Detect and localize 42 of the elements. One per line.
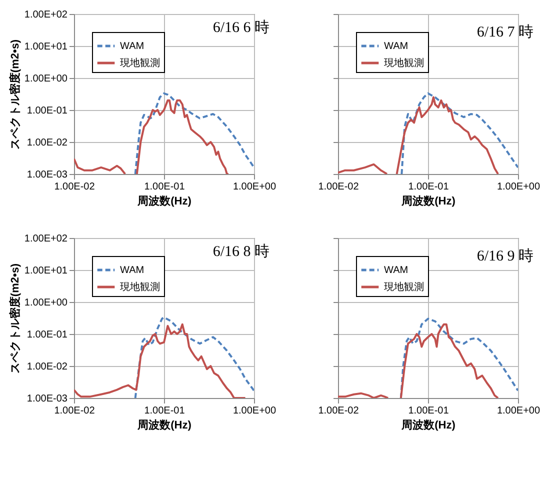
x-tick-label: 1.00E+00 <box>496 182 540 192</box>
x-tick-label: 1.00E-02 <box>318 182 360 192</box>
y-axis-title: スペクトル密度(m2•s) <box>8 39 22 150</box>
y-axis-title: スペクトル密度(m2•s) <box>8 263 22 374</box>
x-tick-label: 1.00E-01 <box>144 406 186 416</box>
y-tick-label: 1.00E-01 <box>26 106 68 116</box>
x-tick-label: 1.00E-02 <box>54 182 96 192</box>
chart-title: 6/16 6 時 <box>212 19 270 36</box>
text: 6/16 7 時 <box>476 24 534 40</box>
y-tick-label: 1.00E+00 <box>24 298 68 308</box>
legend-label: WAM <box>384 265 408 276</box>
legend-label: 現地観測 <box>120 281 160 293</box>
x-tick-label: 1.00E-01 <box>408 406 450 416</box>
legend-label: 現地観測 <box>120 57 160 69</box>
chart-title: 6/16 8 時 <box>212 243 270 260</box>
legend-label: WAM <box>384 41 408 52</box>
y-tick-label: 1.00E+02 <box>24 234 68 244</box>
y-tick-label: 1.00E+01 <box>24 42 68 52</box>
y-tick-label: 1.00E-01 <box>26 330 68 340</box>
y-tick-label: 1.00E+02 <box>24 10 68 20</box>
x-axis-title: 周波数(Hz) <box>400 194 456 208</box>
x-tick-label: 1.00E-02 <box>318 406 360 416</box>
x-axis-title: 周波数(Hz) <box>136 194 192 208</box>
x-tick-label: 1.00E+00 <box>496 406 540 416</box>
y-tick-label: 1.00E+00 <box>24 74 68 84</box>
y-tick-label: 1.00E-02 <box>26 362 68 372</box>
y-tick-label: 1.00E-03 <box>26 394 68 404</box>
x-tick-label: 1.00E-01 <box>408 182 450 192</box>
x-tick-label: 1.00E-02 <box>54 406 96 416</box>
x-tick-label: 1.00E-01 <box>144 182 186 192</box>
legend-label: WAM <box>120 265 144 276</box>
x-tick-label: 1.00E+00 <box>232 406 276 416</box>
legend-label: 現地観測 <box>384 281 424 293</box>
y-tick-label: 1.00E-03 <box>26 170 68 180</box>
y-tick-label: 1.00E-02 <box>26 138 68 148</box>
x-axis-title: 周波数(Hz) <box>136 418 192 432</box>
x-tick-label: 1.00E+00 <box>232 182 276 192</box>
y-tick-label: 1.00E+01 <box>24 266 68 276</box>
x-axis-title: 周波数(Hz) <box>400 418 456 432</box>
legend-label: 現地観測 <box>384 57 424 69</box>
text: 6/16 9 時 <box>476 248 534 264</box>
legend-label: WAM <box>120 41 144 52</box>
